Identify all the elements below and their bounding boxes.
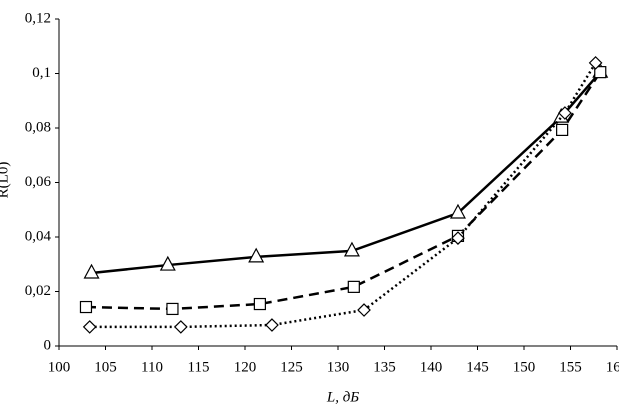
marker (594, 66, 607, 79)
y-tick-label: 0,02 (25, 283, 51, 299)
x-tick-label: 125 (280, 359, 303, 375)
y-tick-label: 0,08 (25, 119, 51, 135)
x-tick-label: 105 (94, 359, 117, 375)
x-tick-label: 150 (513, 359, 536, 375)
marker (343, 241, 360, 257)
x-tick-label: 120 (234, 359, 257, 375)
x-tick-label: 115 (188, 359, 210, 375)
marker (588, 56, 603, 70)
x-tick-label: 130 (327, 359, 350, 375)
marker (558, 106, 572, 120)
marker (248, 247, 265, 263)
y-tick-label: 0 (44, 337, 52, 353)
marker (173, 320, 188, 334)
marker (253, 297, 266, 311)
y-axis-label: R(L0) (0, 162, 11, 199)
marker (556, 123, 569, 137)
y-tick-label: 0,04 (25, 228, 52, 244)
x-tick-label: 100 (48, 359, 71, 375)
x-axis-label: L, дБ (326, 389, 359, 405)
marker (347, 280, 360, 293)
y-tick-label: 0,1 (32, 65, 51, 81)
series-line (89, 62, 597, 329)
y-tick-label: 0,06 (25, 174, 52, 190)
x-tick-label: 160 (606, 359, 619, 375)
marker (82, 320, 97, 334)
x-tick-label: 135 (373, 359, 396, 375)
x-tick-label: 155 (559, 359, 582, 375)
series-line (91, 71, 602, 275)
marker (166, 302, 179, 316)
marker (83, 263, 100, 279)
marker (159, 255, 176, 271)
series-line (85, 71, 602, 311)
marker (449, 203, 466, 219)
x-tick-label: 110 (141, 359, 163, 375)
marker (357, 303, 371, 317)
x-tick-label: 140 (420, 359, 443, 375)
y-tick-label: 0,12 (25, 10, 51, 26)
marker (79, 300, 93, 314)
x-tick-label: 145 (466, 359, 489, 375)
marker (451, 231, 465, 245)
marker (265, 318, 279, 332)
